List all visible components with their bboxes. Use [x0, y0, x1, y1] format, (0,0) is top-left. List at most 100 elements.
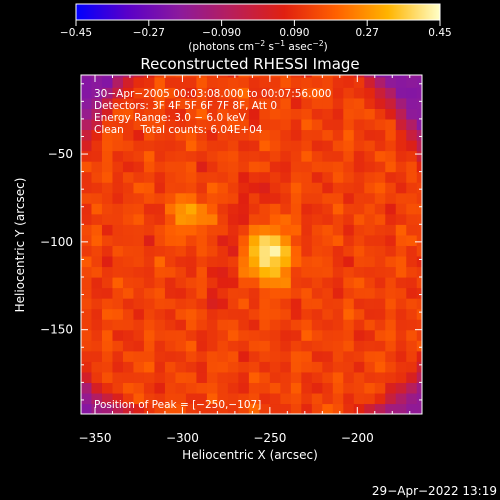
heatmap-cell — [364, 287, 376, 299]
colorbar-tick-label: −0.090 — [202, 27, 241, 39]
heatmap-cell — [206, 129, 218, 141]
heatmap-cell — [416, 213, 422, 225]
heatmap-cell — [343, 150, 355, 162]
heatmap-cell — [217, 392, 229, 405]
heatmap-cell — [81, 171, 93, 183]
heatmap-cell — [290, 108, 302, 120]
heatmap-cell — [164, 329, 177, 341]
heatmap-cell — [269, 75, 281, 78]
heatmap-cell — [227, 97, 239, 109]
heatmap-cell — [406, 234, 418, 246]
heatmap-cell — [164, 118, 177, 131]
heatmap-cell — [385, 276, 397, 289]
heatmap-cell — [164, 371, 177, 383]
heatmap-cell — [206, 340, 218, 352]
heatmap-cell — [175, 392, 187, 405]
info-line-clean-counts: Clean Total counts: 6.04E+04 — [94, 124, 263, 136]
heatmap-cell — [364, 308, 376, 320]
heatmap-cell — [112, 87, 124, 99]
heatmap-cell — [332, 350, 344, 362]
heatmap-cell — [175, 171, 187, 183]
heatmap-cell — [143, 213, 156, 225]
heatmap-cell — [311, 245, 323, 257]
heatmap-cell — [122, 213, 135, 225]
heatmap-cell — [301, 382, 313, 394]
heatmap-cell — [280, 392, 292, 405]
heatmap-cell — [416, 76, 422, 88]
heatmap-cell — [343, 392, 355, 405]
heatmap-cell — [385, 361, 397, 373]
heatmap-cell — [290, 319, 302, 331]
heatmap-cell — [416, 182, 422, 194]
heatmap-cell — [206, 350, 218, 362]
heatmap-cell — [217, 97, 229, 109]
heatmap-cell — [175, 150, 187, 162]
heatmap-cell — [280, 224, 292, 236]
heatmap-cell — [280, 118, 292, 131]
heatmap-cell — [175, 87, 187, 99]
heatmap-cell — [217, 203, 229, 215]
heatmap-cell — [364, 108, 376, 120]
heatmap-cell — [185, 276, 198, 289]
heatmap-cell — [301, 298, 313, 310]
heatmap-cell — [416, 224, 422, 236]
heatmap-cell — [217, 182, 229, 194]
heatmap-cell — [332, 182, 344, 194]
heatmap-cell — [81, 97, 93, 109]
heatmap-cell — [395, 139, 407, 152]
heatmap-cell — [353, 361, 365, 373]
heatmap-cell — [206, 371, 218, 383]
heatmap-cell — [206, 329, 218, 341]
heatmap-cell — [406, 150, 418, 162]
heatmap-cell — [269, 118, 281, 131]
heatmap-cell — [364, 203, 376, 215]
heatmap-cell — [395, 75, 407, 78]
heatmap-cell — [269, 287, 281, 299]
heatmap-cell — [385, 75, 397, 78]
heatmap-cell — [364, 371, 376, 383]
heatmap-cell — [332, 150, 344, 162]
heatmap-cell — [259, 139, 271, 152]
heatmap-cell — [374, 361, 386, 373]
heatmap-cell — [81, 224, 93, 236]
heatmap-cell — [248, 75, 260, 78]
heatmap-cell — [175, 403, 187, 414]
heatmap-cell — [154, 118, 166, 131]
heatmap-cell — [206, 234, 218, 246]
heatmap-cell — [81, 234, 93, 246]
heatmap-cell — [322, 192, 334, 204]
heatmap-cell — [395, 245, 407, 257]
heatmap-cell — [248, 129, 260, 141]
heatmap-cell — [227, 255, 239, 268]
heatmap-cell — [259, 192, 271, 204]
heatmap-cell — [248, 171, 260, 183]
heatmap-cell — [91, 108, 103, 120]
heatmap-cell — [290, 139, 302, 152]
heatmap-cell — [81, 361, 93, 373]
heatmap-cell — [143, 319, 156, 331]
heatmap-cell — [332, 87, 344, 99]
heatmap-cell — [196, 182, 208, 194]
heatmap-cell — [101, 245, 114, 257]
heatmap-cell — [112, 150, 124, 162]
heatmap-cell — [143, 371, 156, 383]
heatmap-cell — [227, 182, 239, 194]
heatmap-cell — [416, 171, 422, 183]
heatmap-cell — [290, 255, 302, 268]
heatmap-cell — [374, 234, 386, 246]
heatmap-cell — [416, 192, 422, 204]
heatmap-cell — [81, 392, 93, 405]
heatmap-cell — [175, 350, 187, 362]
heatmap-cell — [290, 340, 302, 352]
heatmap-cell — [364, 382, 376, 394]
heatmap-cell — [164, 287, 177, 299]
heatmap-cell — [364, 139, 376, 152]
heatmap-cell — [374, 266, 386, 278]
heatmap-cell — [81, 245, 93, 257]
heatmap-cell — [395, 182, 407, 194]
heatmap-cell — [196, 150, 208, 162]
heatmap-cell — [238, 329, 250, 341]
heatmap-cell — [301, 118, 313, 131]
heatmap-cell — [353, 97, 365, 109]
heatmap-cell — [122, 129, 135, 141]
